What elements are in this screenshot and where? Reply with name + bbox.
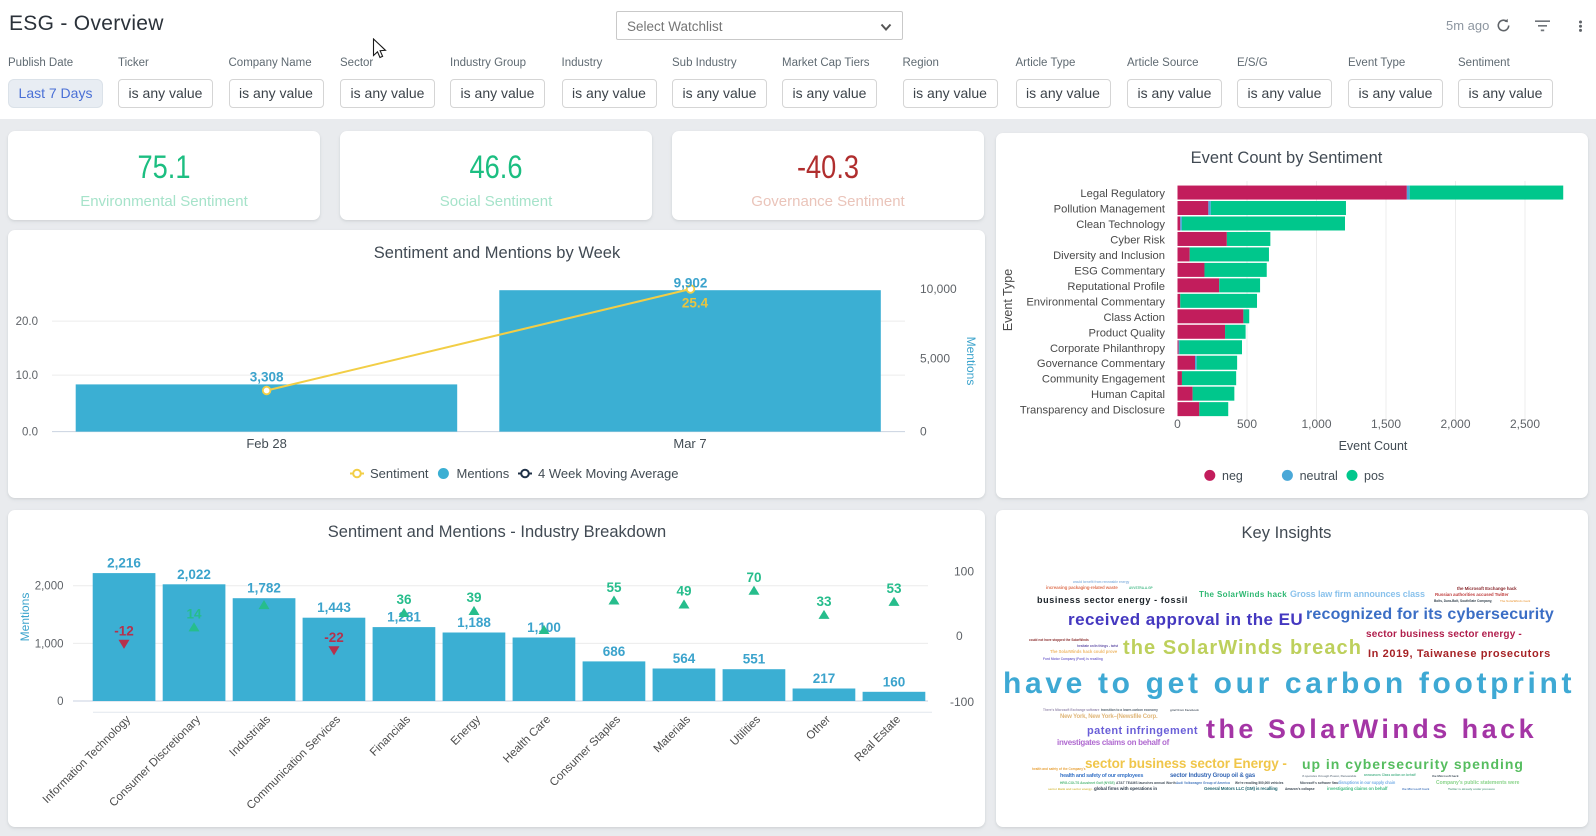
svg-text:neg: neg — [1222, 469, 1243, 483]
svg-text:Event Count by Sentiment: Event Count by Sentiment — [1191, 149, 1383, 167]
svg-text:pos: pos — [1364, 469, 1384, 483]
svg-text:Legal Regulatory: Legal Regulatory — [1080, 188, 1165, 200]
svg-text:Corporate Philanthropy: Corporate Philanthropy — [1050, 343, 1165, 355]
svg-text:564: 564 — [673, 651, 696, 666]
svg-text:686: 686 — [603, 644, 626, 659]
svg-text:500: 500 — [1237, 417, 1257, 431]
svg-text:25.4: 25.4 — [682, 296, 709, 311]
svg-text:33: 33 — [816, 594, 832, 609]
svg-text:Sentiment: Sentiment — [370, 466, 429, 481]
svg-text:Cyber Risk: Cyber Risk — [1110, 235, 1165, 247]
svg-text:Event Type: Event Type — [1001, 269, 1015, 331]
svg-text:Transparency and Disclosure: Transparency and Disclosure — [1020, 405, 1165, 417]
svg-text:2,022: 2,022 — [177, 567, 211, 582]
svg-text:2,000: 2,000 — [1440, 417, 1470, 431]
svg-text:1,443: 1,443 — [317, 600, 351, 615]
svg-text:Human Capital: Human Capital — [1091, 389, 1165, 401]
svg-text:14: 14 — [186, 607, 202, 622]
svg-text:1,000: 1,000 — [35, 638, 64, 650]
svg-text:-22: -22 — [324, 630, 344, 645]
svg-text:Diversity and Inclusion: Diversity and Inclusion — [1053, 250, 1165, 262]
svg-text:1,782: 1,782 — [247, 581, 281, 596]
svg-text:Product Quality: Product Quality — [1089, 327, 1166, 339]
svg-text:10.0: 10.0 — [16, 370, 38, 382]
svg-text:39: 39 — [466, 590, 481, 605]
svg-text:Mar 7: Mar 7 — [673, 436, 706, 451]
svg-text:20.0: 20.0 — [16, 316, 38, 328]
svg-text:1,188: 1,188 — [457, 615, 491, 630]
svg-text:Community Engagement: Community Engagement — [1042, 374, 1166, 386]
svg-text:1,500: 1,500 — [1371, 417, 1401, 431]
svg-text:Pollution Management: Pollution Management — [1054, 204, 1166, 216]
svg-text:0: 0 — [1174, 417, 1181, 431]
svg-text:Environmental Commentary: Environmental Commentary — [1026, 296, 1165, 308]
svg-text:53: 53 — [886, 581, 902, 596]
svg-text:2,000: 2,000 — [35, 581, 64, 593]
svg-text:neutral: neutral — [1300, 469, 1338, 483]
svg-text:-12: -12 — [114, 624, 134, 639]
svg-text:Utilities: Utilities — [728, 713, 763, 748]
svg-text:36: 36 — [396, 592, 412, 607]
svg-text:160: 160 — [883, 674, 906, 689]
svg-text:551: 551 — [743, 652, 766, 667]
svg-text:1,281: 1,281 — [387, 610, 421, 625]
svg-text:2,216: 2,216 — [107, 556, 141, 571]
svg-text:Clean Technology: Clean Technology — [1076, 219, 1165, 231]
svg-text:Consumer Staples: Consumer Staples — [548, 713, 624, 789]
svg-text:Governance Commentary: Governance Commentary — [1037, 358, 1165, 370]
svg-text:3,308: 3,308 — [250, 370, 284, 385]
svg-text:Health Care: Health Care — [501, 714, 553, 766]
svg-text:Feb 28: Feb 28 — [246, 436, 286, 451]
svg-text:0: 0 — [57, 696, 63, 708]
svg-text:Mentions: Mentions — [457, 466, 510, 481]
svg-text:Mentions: Mentions — [964, 337, 978, 386]
svg-text:-100: -100 — [950, 695, 974, 709]
svg-text:ESG Commentary: ESG Commentary — [1074, 265, 1165, 277]
svg-text:4 Week Moving Average: 4 Week Moving Average — [538, 466, 678, 481]
svg-text:49: 49 — [676, 584, 691, 599]
svg-text:Materials: Materials — [652, 713, 694, 755]
svg-text:1,000: 1,000 — [1301, 417, 1331, 431]
svg-text:2,500: 2,500 — [1510, 417, 1540, 431]
svg-text:9,902: 9,902 — [674, 276, 708, 291]
svg-text:0: 0 — [956, 629, 963, 643]
svg-text:217: 217 — [813, 671, 836, 686]
svg-text:Financials: Financials — [368, 713, 413, 758]
svg-text:Reputational Profile: Reputational Profile — [1067, 281, 1165, 293]
svg-text:5,000: 5,000 — [920, 351, 950, 365]
svg-text:Real Estate: Real Estate — [853, 714, 904, 765]
svg-text:Energy: Energy — [449, 713, 483, 747]
svg-text:Mentions: Mentions — [18, 593, 32, 642]
svg-text:Industrials: Industrials — [228, 713, 274, 759]
svg-text:0.0: 0.0 — [22, 427, 38, 439]
svg-text:Other: Other — [804, 714, 833, 743]
svg-text:Sentiment and Mentions by Week: Sentiment and Mentions by Week — [374, 244, 621, 262]
svg-text:55: 55 — [606, 580, 622, 595]
svg-text:0: 0 — [920, 425, 927, 439]
svg-text:Sentiment and Mentions - Indus: Sentiment and Mentions - Industry Breakd… — [328, 523, 666, 541]
svg-text:70: 70 — [746, 570, 761, 585]
svg-text:100: 100 — [954, 564, 974, 578]
svg-text:Class Action: Class Action — [1103, 312, 1165, 324]
svg-text:Event Count: Event Count — [1339, 439, 1408, 453]
svg-text:10,000: 10,000 — [920, 282, 957, 296]
